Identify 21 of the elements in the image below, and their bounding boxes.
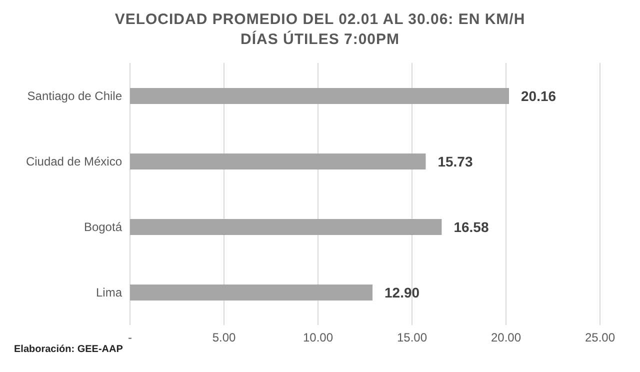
data-label: 12.90 [384, 284, 420, 300]
data-label: 20.16 [521, 88, 556, 104]
y-tick-label: Santiago de Chile [27, 89, 122, 104]
x-tick-label: - [128, 330, 132, 345]
bar [130, 154, 426, 170]
x-tick-label: 10.00 [302, 330, 334, 345]
chart-title: VELOCIDAD PROMEDIO DEL 02.01 AL 30.06: EN KM/H [114, 10, 526, 30]
chart-subtitle: DÍAS ÚTILES 7:00PM [239, 30, 401, 50]
y-tick-label: Bogotá [84, 220, 122, 234]
y-tick-label: Ciudad de México [26, 154, 122, 169]
bar [130, 88, 510, 104]
x-tick-label: 15.00 [396, 330, 428, 345]
x-tick-label: 5.00 [212, 330, 236, 345]
text: Elaboración: GEE-AAP [14, 344, 123, 355]
y-tick-label: Lima [96, 286, 122, 300]
data-label: 15.73 [438, 153, 473, 170]
x-tick-label: 20.00 [490, 330, 522, 345]
bar [130, 219, 442, 235]
x-tick-label: 25.00 [584, 330, 616, 345]
bar [130, 284, 373, 300]
data-label: 16.58 [454, 218, 489, 235]
